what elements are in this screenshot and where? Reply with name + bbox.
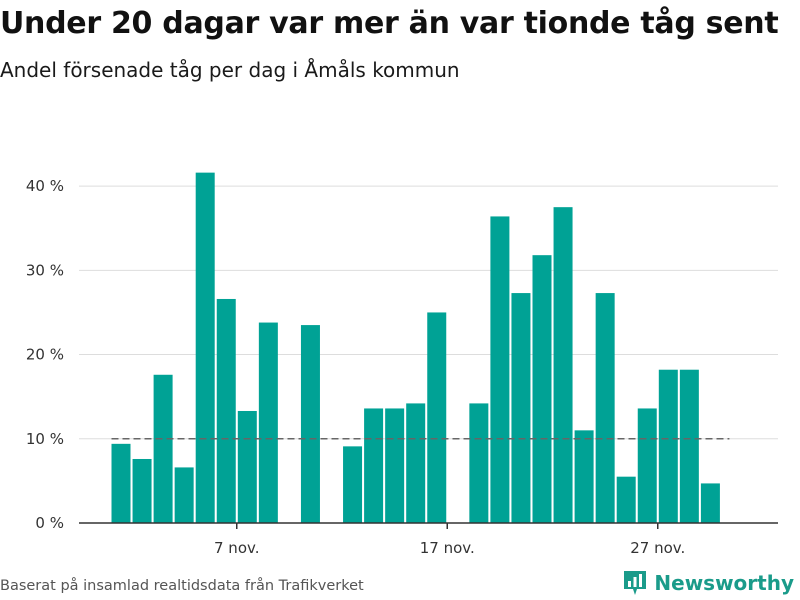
y-tick-label: 0 % [35,514,64,532]
chart-subtitle: Andel försenade tåg per dag i Åmåls komm… [0,58,460,82]
x-tick-label: 7 nov. [214,539,259,557]
bar [258,322,278,523]
bar [153,374,173,523]
x-axis [79,522,778,529]
y-tick-label: 40 % [26,177,64,195]
x-axis-tick-labels: 7 nov. 17 nov. 27 nov. [214,539,685,557]
bar [385,408,405,523]
bar [174,467,194,523]
bar [658,369,678,523]
bar [132,458,152,523]
bar [700,483,720,523]
newsworthy-chart-icon [624,571,647,595]
bars [111,172,720,524]
bar [406,403,426,523]
bar [237,410,257,523]
chart-title: Under 20 dagar var mer än var tionde tåg… [0,6,779,41]
bar [364,408,384,523]
x-tick-label: 17 nov. [420,539,475,557]
bar [111,443,131,523]
bar [616,476,636,523]
bar [490,216,510,524]
x-tick-label: 27 nov. [630,539,685,557]
bar [679,369,699,523]
bar [427,312,447,523]
bar [343,446,363,523]
bar [532,255,552,523]
bar [511,293,531,523]
bar [195,172,215,523]
brand-name: Newsworthy [654,571,794,595]
y-tick-label: 20 % [26,346,64,364]
bar [469,403,489,523]
source-note: Baserat på insamlad realtidsdata från Tr… [0,578,364,594]
bar [574,430,594,523]
y-tick-label: 10 % [26,430,64,448]
brand-logo: Newsworthy [622,568,794,598]
y-axis-tick-labels: 0 % 10 % 20 % 30 % 40 % [26,177,64,532]
bar [595,293,615,523]
bar [300,325,320,523]
bar [216,298,236,523]
bar [637,408,657,523]
y-tick-label: 30 % [26,261,64,279]
bar [553,207,573,523]
